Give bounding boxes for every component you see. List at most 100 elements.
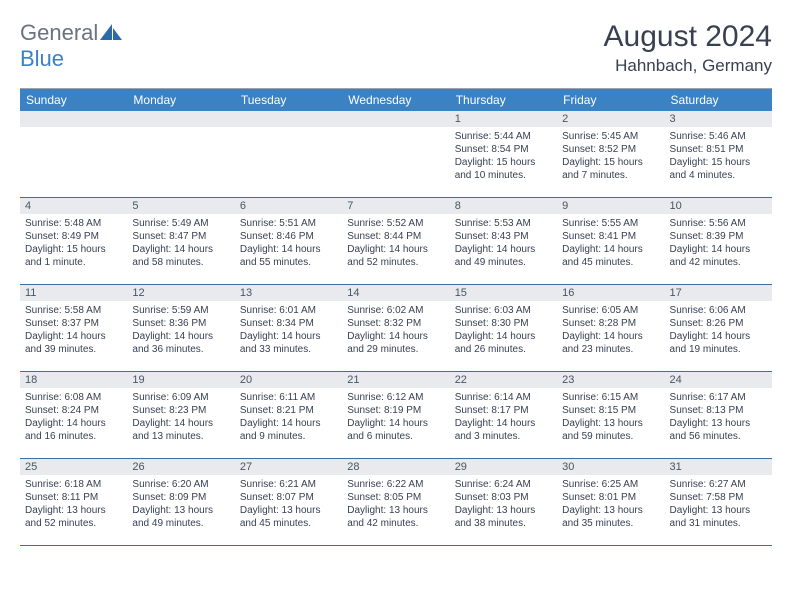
sunset-text: Sunset: 8:41 PM (562, 230, 659, 243)
daylight-text: Daylight: 13 hours and 56 minutes. (670, 417, 767, 443)
day-cell (127, 111, 234, 197)
sunrise-text: Sunrise: 6:27 AM (670, 478, 767, 491)
day-details: Sunrise: 6:01 AMSunset: 8:34 PMDaylight:… (235, 301, 342, 360)
brand-part1: General (20, 20, 98, 45)
sunrise-text: Sunrise: 6:01 AM (240, 304, 337, 317)
day-details: Sunrise: 6:22 AMSunset: 8:05 PMDaylight:… (342, 475, 449, 534)
day-cell: 9Sunrise: 5:55 AMSunset: 8:41 PMDaylight… (557, 198, 664, 284)
sunset-text: Sunset: 8:54 PM (455, 143, 552, 156)
sunrise-text: Sunrise: 6:08 AM (25, 391, 122, 404)
daylight-text: Daylight: 14 hours and 49 minutes. (455, 243, 552, 269)
sunrise-text: Sunrise: 6:15 AM (562, 391, 659, 404)
day-details: Sunrise: 5:49 AMSunset: 8:47 PMDaylight:… (127, 214, 234, 273)
day-number (235, 111, 342, 127)
dow-monday: Monday (127, 89, 234, 111)
daylight-text: Daylight: 13 hours and 59 minutes. (562, 417, 659, 443)
day-cell: 17Sunrise: 6:06 AMSunset: 8:26 PMDayligh… (665, 285, 772, 371)
sunset-text: Sunset: 8:46 PM (240, 230, 337, 243)
sunset-text: Sunset: 8:49 PM (25, 230, 122, 243)
dow-wednesday: Wednesday (342, 89, 449, 111)
sunset-text: Sunset: 8:47 PM (132, 230, 229, 243)
dow-header-row: Sunday Monday Tuesday Wednesday Thursday… (20, 89, 772, 111)
sunset-text: Sunset: 8:23 PM (132, 404, 229, 417)
day-details: Sunrise: 6:09 AMSunset: 8:23 PMDaylight:… (127, 388, 234, 447)
day-cell: 27Sunrise: 6:21 AMSunset: 8:07 PMDayligh… (235, 459, 342, 545)
daylight-text: Daylight: 14 hours and 26 minutes. (455, 330, 552, 356)
day-details: Sunrise: 5:53 AMSunset: 8:43 PMDaylight:… (450, 214, 557, 273)
daylight-text: Daylight: 14 hours and 23 minutes. (562, 330, 659, 356)
day-details: Sunrise: 6:25 AMSunset: 8:01 PMDaylight:… (557, 475, 664, 534)
day-number: 8 (450, 198, 557, 214)
dow-tuesday: Tuesday (235, 89, 342, 111)
sunset-text: Sunset: 8:09 PM (132, 491, 229, 504)
day-cell: 1Sunrise: 5:44 AMSunset: 8:54 PMDaylight… (450, 111, 557, 197)
dow-sunday: Sunday (20, 89, 127, 111)
day-details: Sunrise: 6:24 AMSunset: 8:03 PMDaylight:… (450, 475, 557, 534)
sunset-text: Sunset: 8:39 PM (670, 230, 767, 243)
day-number: 17 (665, 285, 772, 301)
day-cell: 8Sunrise: 5:53 AMSunset: 8:43 PMDaylight… (450, 198, 557, 284)
sunrise-text: Sunrise: 6:03 AM (455, 304, 552, 317)
daylight-text: Daylight: 14 hours and 58 minutes. (132, 243, 229, 269)
week-row: 18Sunrise: 6:08 AMSunset: 8:24 PMDayligh… (20, 372, 772, 459)
day-details: Sunrise: 5:56 AMSunset: 8:39 PMDaylight:… (665, 214, 772, 273)
sunset-text: Sunset: 8:11 PM (25, 491, 122, 504)
day-details: Sunrise: 6:12 AMSunset: 8:19 PMDaylight:… (342, 388, 449, 447)
sunrise-text: Sunrise: 5:46 AM (670, 130, 767, 143)
day-cell: 20Sunrise: 6:11 AMSunset: 8:21 PMDayligh… (235, 372, 342, 458)
sunset-text: Sunset: 8:17 PM (455, 404, 552, 417)
day-details: Sunrise: 6:15 AMSunset: 8:15 PMDaylight:… (557, 388, 664, 447)
day-details: Sunrise: 6:06 AMSunset: 8:26 PMDaylight:… (665, 301, 772, 360)
day-cell: 7Sunrise: 5:52 AMSunset: 8:44 PMDaylight… (342, 198, 449, 284)
brand-text: General Blue (20, 20, 122, 72)
sunset-text: Sunset: 8:30 PM (455, 317, 552, 330)
sunrise-text: Sunrise: 6:09 AM (132, 391, 229, 404)
daylight-text: Daylight: 13 hours and 42 minutes. (347, 504, 444, 530)
daylight-text: Daylight: 14 hours and 39 minutes. (25, 330, 122, 356)
day-cell: 21Sunrise: 6:12 AMSunset: 8:19 PMDayligh… (342, 372, 449, 458)
day-number: 11 (20, 285, 127, 301)
daylight-text: Daylight: 13 hours and 31 minutes. (670, 504, 767, 530)
sunset-text: Sunset: 8:01 PM (562, 491, 659, 504)
sunrise-text: Sunrise: 6:22 AM (347, 478, 444, 491)
day-details: Sunrise: 6:27 AMSunset: 7:58 PMDaylight:… (665, 475, 772, 534)
day-cell: 16Sunrise: 6:05 AMSunset: 8:28 PMDayligh… (557, 285, 664, 371)
day-number: 4 (20, 198, 127, 214)
day-number: 15 (450, 285, 557, 301)
sunset-text: Sunset: 8:34 PM (240, 317, 337, 330)
sunrise-text: Sunrise: 6:21 AM (240, 478, 337, 491)
daylight-text: Daylight: 14 hours and 3 minutes. (455, 417, 552, 443)
daylight-text: Daylight: 14 hours and 6 minutes. (347, 417, 444, 443)
day-cell: 4Sunrise: 5:48 AMSunset: 8:49 PMDaylight… (20, 198, 127, 284)
daylight-text: Daylight: 13 hours and 35 minutes. (562, 504, 659, 530)
day-number: 20 (235, 372, 342, 388)
sunset-text: Sunset: 8:26 PM (670, 317, 767, 330)
week-row: 25Sunrise: 6:18 AMSunset: 8:11 PMDayligh… (20, 459, 772, 546)
day-details: Sunrise: 5:48 AMSunset: 8:49 PMDaylight:… (20, 214, 127, 273)
day-details: Sunrise: 6:17 AMSunset: 8:13 PMDaylight:… (665, 388, 772, 447)
day-number: 9 (557, 198, 664, 214)
day-cell (20, 111, 127, 197)
sunset-text: Sunset: 8:05 PM (347, 491, 444, 504)
day-details: Sunrise: 6:11 AMSunset: 8:21 PMDaylight:… (235, 388, 342, 447)
day-details: Sunrise: 6:20 AMSunset: 8:09 PMDaylight:… (127, 475, 234, 534)
sunset-text: Sunset: 7:58 PM (670, 491, 767, 504)
week-row: 1Sunrise: 5:44 AMSunset: 8:54 PMDaylight… (20, 111, 772, 198)
day-number: 3 (665, 111, 772, 127)
sunset-text: Sunset: 8:15 PM (562, 404, 659, 417)
day-details: Sunrise: 5:51 AMSunset: 8:46 PMDaylight:… (235, 214, 342, 273)
day-details: Sunrise: 6:21 AMSunset: 8:07 PMDaylight:… (235, 475, 342, 534)
day-number: 29 (450, 459, 557, 475)
sunrise-text: Sunrise: 5:55 AM (562, 217, 659, 230)
sunset-text: Sunset: 8:07 PM (240, 491, 337, 504)
daylight-text: Daylight: 14 hours and 36 minutes. (132, 330, 229, 356)
day-number (342, 111, 449, 127)
daylight-text: Daylight: 14 hours and 52 minutes. (347, 243, 444, 269)
day-details: Sunrise: 5:59 AMSunset: 8:36 PMDaylight:… (127, 301, 234, 360)
sunrise-text: Sunrise: 5:59 AM (132, 304, 229, 317)
sail-icon (100, 24, 122, 40)
daylight-text: Daylight: 13 hours and 38 minutes. (455, 504, 552, 530)
day-number (127, 111, 234, 127)
week-row: 4Sunrise: 5:48 AMSunset: 8:49 PMDaylight… (20, 198, 772, 285)
sunrise-text: Sunrise: 5:51 AM (240, 217, 337, 230)
